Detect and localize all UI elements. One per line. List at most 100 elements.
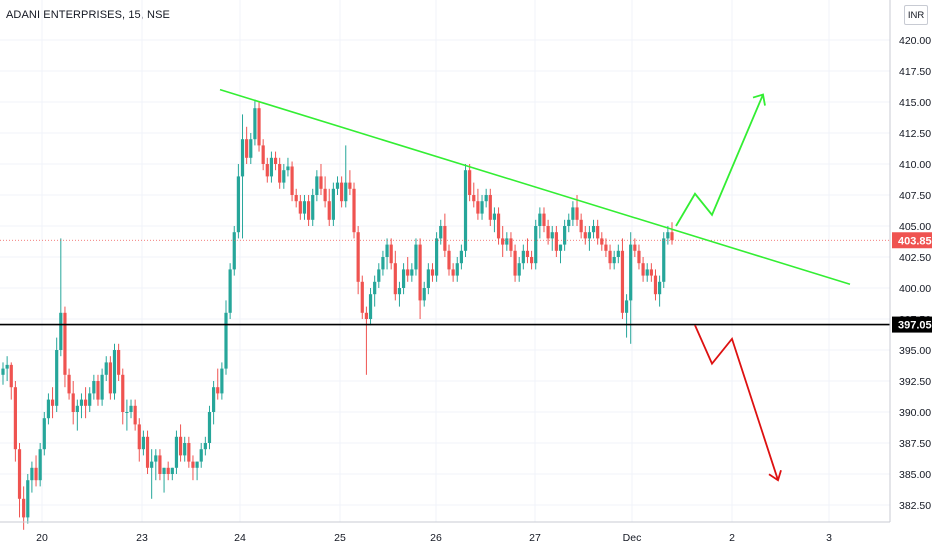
candle bbox=[443, 213, 447, 257]
candle-body bbox=[373, 281, 377, 295]
candle-body bbox=[443, 226, 447, 251]
candle bbox=[125, 399, 129, 431]
candle bbox=[50, 387, 55, 419]
price-tick-label: 420.00 bbox=[899, 35, 931, 47]
currency-button[interactable]: INR bbox=[904, 5, 928, 25]
candle bbox=[451, 263, 455, 282]
candle-body bbox=[286, 166, 290, 171]
time-tick-label: 27 bbox=[529, 532, 541, 544]
candle bbox=[645, 263, 649, 282]
candle bbox=[92, 374, 96, 400]
candle bbox=[579, 213, 583, 239]
candle-body bbox=[236, 176, 240, 233]
candle bbox=[377, 263, 381, 288]
candle bbox=[67, 368, 71, 400]
candle-body bbox=[137, 424, 141, 450]
candle-body bbox=[633, 244, 637, 251]
candle-body bbox=[212, 387, 216, 412]
candle bbox=[348, 170, 352, 195]
last-price-badge-bg bbox=[892, 232, 932, 249]
price-tick-label: 407.50 bbox=[899, 190, 931, 202]
candle bbox=[604, 238, 608, 257]
candle bbox=[137, 418, 141, 462]
candle-body bbox=[133, 405, 137, 425]
candle bbox=[158, 449, 162, 481]
candle-body bbox=[546, 226, 550, 239]
candle bbox=[496, 207, 501, 245]
candle-body bbox=[203, 443, 207, 450]
candle-body bbox=[121, 374, 125, 412]
candle bbox=[517, 257, 521, 282]
candle-body bbox=[385, 244, 389, 257]
price-tick-label: 382.50 bbox=[899, 500, 931, 512]
time-tick-label: 23 bbox=[136, 532, 148, 544]
candle bbox=[525, 238, 530, 264]
candle bbox=[571, 201, 575, 226]
candle-body bbox=[26, 480, 30, 518]
bearish-projection-arrow bbox=[694, 324, 779, 481]
candle-body bbox=[414, 244, 418, 270]
candle-body bbox=[232, 232, 236, 270]
candle bbox=[261, 139, 265, 171]
candle-body bbox=[75, 405, 79, 412]
candle-body bbox=[583, 232, 587, 239]
bearish-arrowhead bbox=[768, 469, 782, 482]
candle bbox=[63, 306, 67, 388]
candle-body bbox=[571, 207, 575, 220]
candle bbox=[513, 244, 517, 282]
candle bbox=[199, 443, 203, 468]
candle bbox=[9, 362, 13, 400]
candle-body bbox=[257, 108, 261, 146]
candle bbox=[1, 362, 5, 385]
grid-lines bbox=[0, 0, 890, 522]
candle-body bbox=[323, 188, 327, 202]
candle-body bbox=[430, 269, 435, 276]
candle bbox=[232, 226, 236, 276]
candle bbox=[616, 244, 620, 264]
candle-body bbox=[145, 436, 150, 468]
candle bbox=[319, 164, 323, 195]
candle-body bbox=[331, 188, 335, 220]
candle bbox=[401, 263, 406, 295]
candle bbox=[240, 114, 245, 239]
candle bbox=[591, 219, 596, 239]
candle-body bbox=[183, 443, 187, 456]
candle-body bbox=[426, 269, 430, 288]
candle bbox=[191, 455, 195, 481]
candle-body bbox=[125, 412, 129, 413]
candle bbox=[666, 226, 670, 245]
candle bbox=[183, 436, 187, 462]
candle-body bbox=[13, 387, 17, 450]
price-tick-label: 400.00 bbox=[899, 283, 931, 295]
candle-body bbox=[50, 399, 55, 406]
candle bbox=[583, 226, 587, 245]
candle-body bbox=[158, 455, 162, 474]
candle bbox=[13, 381, 17, 462]
candle bbox=[269, 151, 274, 183]
candle bbox=[55, 337, 59, 412]
candle-body bbox=[112, 350, 117, 394]
candle bbox=[315, 170, 319, 202]
candle bbox=[286, 157, 290, 177]
candle bbox=[133, 399, 137, 431]
candle bbox=[430, 263, 435, 282]
candle bbox=[505, 232, 509, 251]
candle bbox=[257, 102, 261, 152]
candle-body bbox=[104, 362, 108, 375]
candle-body bbox=[55, 350, 59, 406]
candle-body bbox=[5, 364, 9, 369]
candle-body bbox=[96, 381, 100, 400]
candle bbox=[327, 188, 331, 226]
candle-body bbox=[513, 250, 517, 276]
candle bbox=[550, 226, 554, 251]
price-tick-label: 402.50 bbox=[899, 252, 931, 264]
price-tick-label: 392.50 bbox=[899, 376, 931, 388]
candle bbox=[46, 393, 51, 425]
price-tick-label: 412.50 bbox=[899, 128, 931, 140]
candle bbox=[170, 467, 174, 481]
candle-body bbox=[269, 157, 274, 177]
candle bbox=[360, 275, 364, 319]
candle bbox=[236, 164, 240, 239]
candle bbox=[546, 219, 550, 245]
